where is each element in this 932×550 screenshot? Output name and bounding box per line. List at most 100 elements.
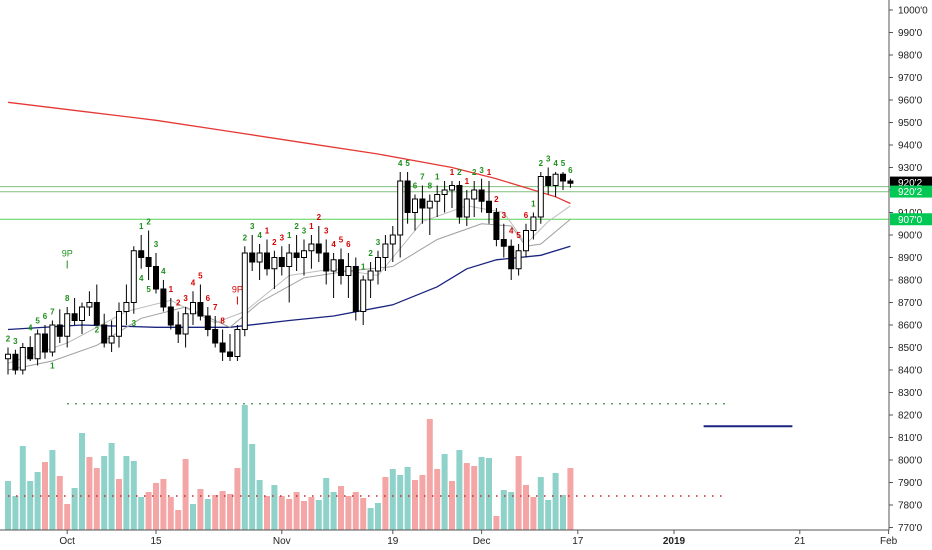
count-label: 4 xyxy=(191,278,196,287)
time-tick-label: 19 xyxy=(387,536,399,547)
candle xyxy=(412,194,418,231)
candle xyxy=(434,185,441,217)
candle-body xyxy=(42,333,48,353)
candle xyxy=(12,349,19,375)
count-label: 3 xyxy=(302,227,307,236)
candle xyxy=(256,244,263,280)
count-label: 3 xyxy=(132,319,137,328)
candle-body xyxy=(308,243,315,252)
volume-bar xyxy=(389,469,396,530)
volume-bar xyxy=(160,479,167,530)
candle xyxy=(5,347,11,375)
count-label: 2 xyxy=(317,213,322,222)
time-tick-label: 2019 xyxy=(663,536,686,547)
candle-body xyxy=(197,302,204,317)
price-tick-label: 850'0 xyxy=(898,343,923,354)
candle xyxy=(323,239,330,285)
volume-bar xyxy=(219,491,226,530)
volume-bar xyxy=(34,472,41,530)
volume-bar xyxy=(145,492,152,530)
candle-body xyxy=(249,252,256,263)
volume-bar xyxy=(434,469,441,530)
price-tick-label: 780'0 xyxy=(898,501,923,512)
horizontal-lines xyxy=(0,186,889,497)
candle xyxy=(278,246,285,276)
candle-body xyxy=(130,250,137,303)
count-label: 2 xyxy=(146,218,151,227)
count-label: 1 xyxy=(309,222,314,231)
candle-body xyxy=(434,194,441,202)
volume-bar xyxy=(426,419,433,530)
candle-body xyxy=(219,342,226,353)
perfected-setup-label: 9P xyxy=(232,285,243,295)
candle-body xyxy=(471,189,478,200)
candle xyxy=(86,291,93,316)
time-tick-label: Dec xyxy=(473,536,491,547)
candle xyxy=(537,172,544,224)
candle xyxy=(545,167,552,195)
candle-body xyxy=(515,250,522,270)
candle xyxy=(116,302,122,348)
candle xyxy=(219,329,226,361)
candle-body xyxy=(190,302,196,315)
count-label: 1 xyxy=(435,173,440,182)
candle xyxy=(108,320,115,352)
candle-body xyxy=(278,257,285,267)
candle-body xyxy=(27,347,34,360)
candle xyxy=(212,316,219,348)
candle-body xyxy=(123,302,130,312)
count-label: 5 xyxy=(516,231,521,240)
candle-body xyxy=(264,252,270,270)
time-tick-label: Feb xyxy=(880,536,898,547)
candle xyxy=(530,212,537,240)
candle xyxy=(560,172,566,190)
count-label: 8 xyxy=(428,182,433,191)
volume-bar xyxy=(486,458,492,530)
volume-bar xyxy=(197,489,204,530)
candle-body xyxy=(160,288,167,308)
count-label: 3 xyxy=(280,233,285,242)
candle xyxy=(367,262,374,298)
count-label: 6 xyxy=(524,211,529,220)
volume-bar xyxy=(241,405,248,530)
count-label: 2 xyxy=(457,168,462,177)
price-tick-label: 990'0 xyxy=(898,28,923,39)
price-label-text: 907'0 xyxy=(898,215,923,226)
price-tick-label: 980'0 xyxy=(898,51,923,62)
volume-bar xyxy=(382,477,389,530)
price-tick-label: 950'0 xyxy=(898,118,923,129)
candle xyxy=(389,226,396,262)
price-tick-label: 790'0 xyxy=(898,478,923,489)
candle-body xyxy=(153,266,159,290)
candle-body xyxy=(227,351,233,357)
candle-body xyxy=(375,257,381,272)
count-label: 1 xyxy=(487,168,492,177)
candle-body xyxy=(345,266,352,276)
count-label: 1 xyxy=(287,231,292,240)
candle-body xyxy=(389,234,396,245)
candle-body xyxy=(241,252,248,330)
candle xyxy=(463,190,470,226)
volume-bar xyxy=(552,473,559,530)
count-label: 5 xyxy=(405,159,410,168)
price-tick-label: 900'0 xyxy=(898,231,923,242)
volume-bar xyxy=(278,496,285,530)
candle xyxy=(301,239,307,276)
volume-bars xyxy=(5,405,574,530)
candle xyxy=(190,291,196,325)
candle xyxy=(130,246,137,314)
count-label: 3 xyxy=(154,240,159,249)
candle-body xyxy=(449,185,455,191)
volume-bar xyxy=(123,456,130,530)
volume-bar xyxy=(508,492,515,530)
candle xyxy=(523,223,529,258)
count-label: 4 xyxy=(509,227,514,236)
time-axis: Oct15Nov19Dec17201921Feb18Mar xyxy=(0,529,898,547)
candle xyxy=(71,298,78,325)
volume-bar xyxy=(190,504,196,530)
count-label: 1 xyxy=(265,227,270,236)
count-label: 8 xyxy=(220,317,225,326)
candle xyxy=(93,284,100,326)
